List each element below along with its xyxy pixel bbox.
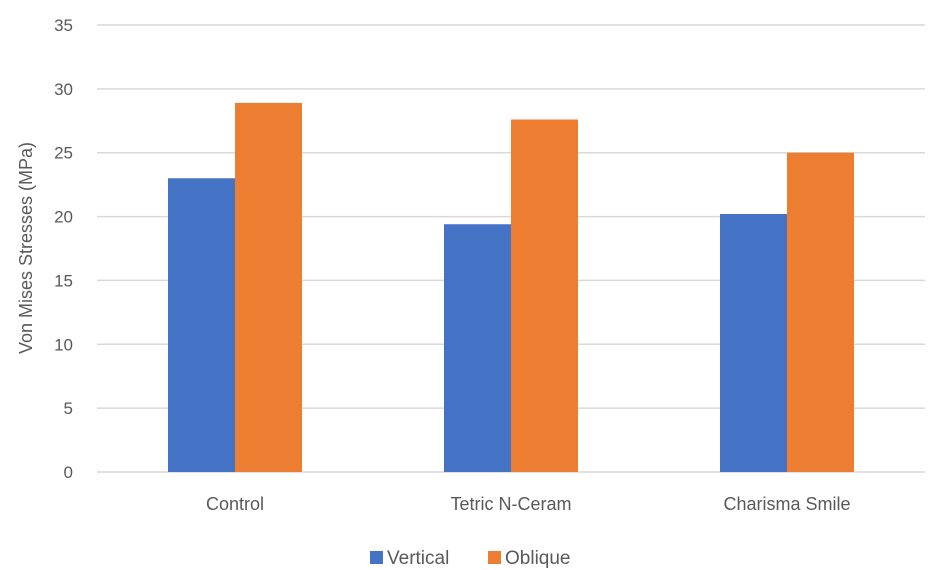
y-axis-ticks: 0 5 10 15 20 25 30 35 bbox=[54, 16, 73, 482]
y-tick-label: 15 bbox=[54, 271, 73, 290]
bar-vertical-2 bbox=[720, 214, 787, 472]
y-tick-label: 5 bbox=[64, 399, 73, 418]
bar-oblique-1 bbox=[511, 119, 578, 472]
x-category-label: Charisma Smile bbox=[723, 494, 850, 514]
legend-swatch-oblique bbox=[488, 551, 501, 564]
y-tick-label: 0 bbox=[64, 463, 73, 482]
legend: Vertical Oblique bbox=[370, 548, 571, 569]
x-category-label: Control bbox=[206, 494, 264, 514]
bar-oblique-2 bbox=[787, 152, 854, 472]
y-tick-label: 25 bbox=[54, 144, 73, 163]
bar-vertical-1 bbox=[444, 224, 511, 472]
legend-label-oblique: Oblique bbox=[505, 548, 571, 569]
y-axis-title: Von Mises Stresses (MPa) bbox=[16, 142, 36, 354]
y-tick-label: 20 bbox=[54, 208, 73, 227]
x-axis-categories: Control Tetric N-Ceram Charisma Smile bbox=[206, 494, 851, 514]
y-tick-label: 30 bbox=[54, 80, 73, 99]
legend-label-vertical: Vertical bbox=[387, 548, 449, 569]
x-category-label: Tetric N-Ceram bbox=[450, 494, 571, 514]
legend-swatch-vertical bbox=[370, 551, 383, 564]
bar-oblique-0 bbox=[235, 102, 302, 473]
y-tick-label: 35 bbox=[54, 16, 73, 35]
bar-vertical-0 bbox=[168, 178, 235, 472]
bars bbox=[168, 102, 854, 473]
y-tick-label: 10 bbox=[54, 335, 73, 354]
